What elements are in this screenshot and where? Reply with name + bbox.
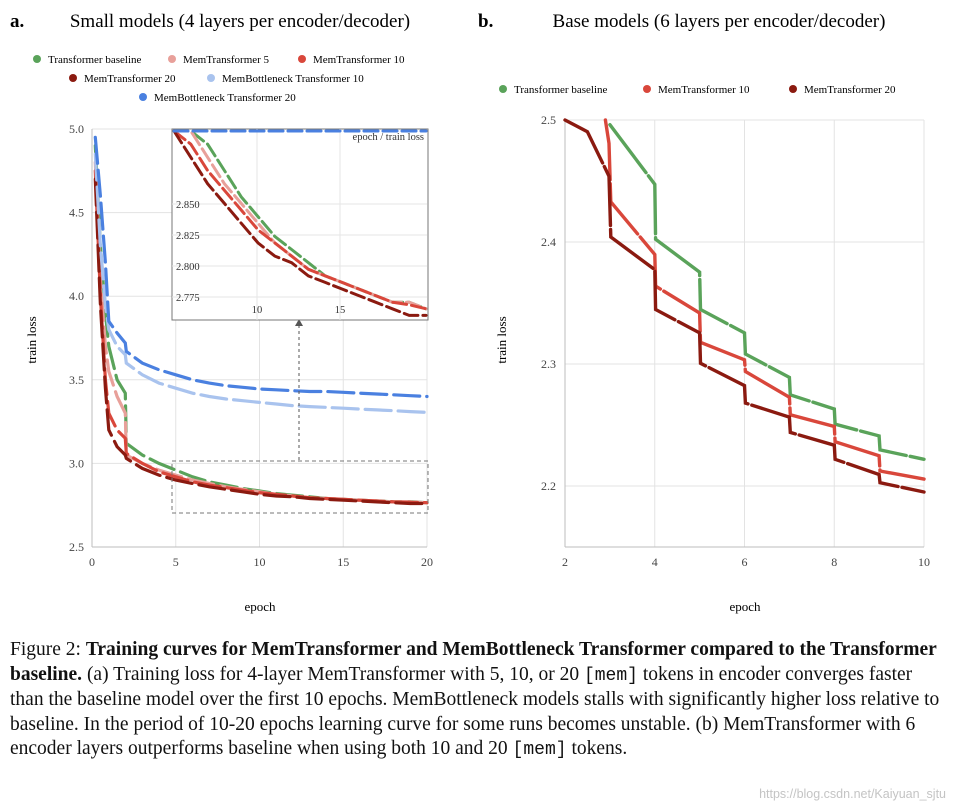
inset-series xyxy=(172,129,428,317)
x-tick-label: 10 xyxy=(254,555,266,569)
inset-y-tick-label: 2.800 xyxy=(176,262,200,273)
legend-label: Transformer baseline xyxy=(48,54,141,66)
x-tick-label: 4 xyxy=(652,555,658,569)
x-tick-label: 15 xyxy=(337,555,349,569)
panel-a: a. Small models (4 layers per encoder/de… xyxy=(10,11,433,614)
legend-swatch xyxy=(139,93,147,101)
x-tick-label: 8 xyxy=(831,555,837,569)
legend-label: MemTransformer 20 xyxy=(804,84,896,96)
figure-caption: Figure 2: Training curves for MemTransfo… xyxy=(10,638,940,763)
y-tick-label: 2.5 xyxy=(69,540,84,554)
series-line-memtransformer-10 xyxy=(603,118,926,481)
x-tick-label: 6 xyxy=(742,555,748,569)
legend-swatch xyxy=(168,55,176,63)
series-line-memtransformer-10 xyxy=(93,169,429,505)
caption-code: [mem] xyxy=(512,740,567,760)
series-line-memtransformer-20 xyxy=(563,118,926,494)
panel-b-series xyxy=(563,118,926,494)
panel-a-x-label: epoch xyxy=(244,599,276,614)
y-tick-label: 3.0 xyxy=(69,456,84,470)
inset-chart: 2.850 2.825 2.800 2.775 10 15 epoch / tr… xyxy=(171,128,429,321)
legend-label: MemTransformer 5 xyxy=(183,54,270,66)
y-tick-label: 4.5 xyxy=(69,206,84,220)
y-tick-label: 2.3 xyxy=(541,357,556,371)
inset-frame xyxy=(171,128,429,321)
y-tick-label: 2.2 xyxy=(541,479,556,493)
legend-label: MemBottleneck Transformer 10 xyxy=(222,73,364,85)
inset-title: epoch / train loss xyxy=(353,132,424,143)
legend-swatch xyxy=(298,55,306,63)
legend-swatch xyxy=(33,55,41,63)
x-tick-label: 0 xyxy=(89,555,95,569)
y-tick-label: 5.0 xyxy=(69,122,84,136)
panel-b-legend: Transformer baseline MemTransformer 10 M… xyxy=(499,84,896,96)
series-line-memtransformer-20 xyxy=(172,129,428,317)
caption-text: tokens. xyxy=(566,738,628,759)
series-line-membottleneck-transformer-20 xyxy=(93,135,429,399)
series-line-memtransformer-10 xyxy=(172,129,428,311)
y-tick-label: 2.4 xyxy=(541,235,556,249)
series-line-membottleneck-transformer-10 xyxy=(93,152,429,414)
series-line-transformer-baseline xyxy=(608,123,926,461)
panel-a-y-label: train loss xyxy=(24,316,39,363)
panel-a-series xyxy=(93,135,429,506)
inset-y-tick-label: 2.775 xyxy=(176,293,200,304)
legend-swatch xyxy=(789,85,797,93)
legend-swatch xyxy=(499,85,507,93)
panel-a-legend: Transformer baseline MemTransformer 5 Me… xyxy=(33,54,405,104)
x-tick-label: 5 xyxy=(173,555,179,569)
x-tick-label: 10 xyxy=(918,555,930,569)
legend-swatch xyxy=(643,85,651,93)
caption-code: [mem] xyxy=(583,665,638,686)
x-tick-label: 20 xyxy=(421,555,433,569)
panel-b-y-label: train loss xyxy=(494,316,509,363)
caption-prefix: Figure 2: xyxy=(10,639,86,660)
zoom-region-box xyxy=(171,460,429,514)
x-tick-label: 2 xyxy=(562,555,568,569)
legend-swatch xyxy=(207,74,215,82)
caption-text: tokens in encoder converges faster than … xyxy=(10,663,940,760)
caption-bold-title: Training curves for MemTransformer and M… xyxy=(10,639,937,685)
watermark: https://blog.csdn.net/Kaiyuan_sjtu xyxy=(759,787,946,801)
inset-x-tick-label: 15 xyxy=(335,305,346,316)
panel-b-label: b. xyxy=(478,11,493,32)
panel-b-title: Base models (6 layers per encoder/decode… xyxy=(553,11,886,32)
series-line-memtransformer-20 xyxy=(93,177,429,506)
legend-label: MemTransformer 10 xyxy=(313,54,405,66)
figure: a. Small models (4 layers per encoder/de… xyxy=(10,11,930,614)
legend-label: MemTransformer 10 xyxy=(658,84,750,96)
panel-a-label: a. xyxy=(10,11,24,32)
panel-b: b. Base models (6 layers per encoder/dec… xyxy=(478,11,930,614)
y-tick-label: 2.5 xyxy=(541,113,556,127)
legend-swatch xyxy=(69,74,77,82)
panel-b-x-label: epoch xyxy=(729,599,761,614)
inset-y-tick-label: 2.825 xyxy=(176,231,200,242)
legend-label: MemTransformer 20 xyxy=(84,73,176,85)
y-tick-label: 3.5 xyxy=(69,373,84,387)
inset-x-tick-label: 10 xyxy=(252,305,263,316)
caption-text: (a) Training loss for 4-layer MemTransfo… xyxy=(82,663,584,685)
legend-label: Transformer baseline xyxy=(514,84,607,96)
inset-y-tick-label: 2.850 xyxy=(176,200,200,211)
y-tick-label: 4.0 xyxy=(69,289,84,303)
zoom-arrow-head xyxy=(295,319,303,326)
legend-label: MemBottleneck Transformer 20 xyxy=(154,92,296,104)
panel-a-title: Small models (4 layers per encoder/decod… xyxy=(70,11,410,32)
